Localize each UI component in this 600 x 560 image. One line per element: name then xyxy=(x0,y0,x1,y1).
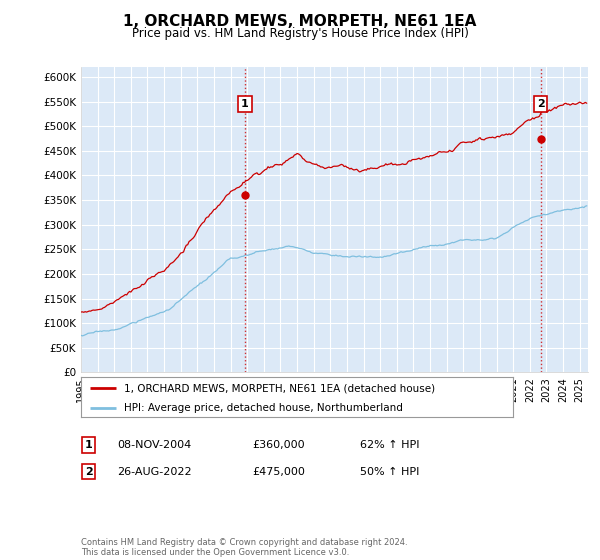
Text: 08-NOV-2004: 08-NOV-2004 xyxy=(117,440,191,450)
Text: 1: 1 xyxy=(241,99,249,109)
Text: 62% ↑ HPI: 62% ↑ HPI xyxy=(360,440,419,450)
Text: 1: 1 xyxy=(85,440,92,450)
Text: 1, ORCHARD MEWS, MORPETH, NE61 1EA: 1, ORCHARD MEWS, MORPETH, NE61 1EA xyxy=(124,14,476,29)
Text: Price paid vs. HM Land Registry's House Price Index (HPI): Price paid vs. HM Land Registry's House … xyxy=(131,27,469,40)
Text: 1, ORCHARD MEWS, MORPETH, NE61 1EA (detached house): 1, ORCHARD MEWS, MORPETH, NE61 1EA (deta… xyxy=(124,383,436,393)
Text: 2: 2 xyxy=(537,99,544,109)
Text: 2: 2 xyxy=(85,466,92,477)
Text: HPI: Average price, detached house, Northumberland: HPI: Average price, detached house, Nort… xyxy=(124,403,403,413)
Text: 26-AUG-2022: 26-AUG-2022 xyxy=(117,466,191,477)
Text: 50% ↑ HPI: 50% ↑ HPI xyxy=(360,466,419,477)
Text: £475,000: £475,000 xyxy=(252,466,305,477)
Text: Contains HM Land Registry data © Crown copyright and database right 2024.
This d: Contains HM Land Registry data © Crown c… xyxy=(81,538,407,557)
Text: £360,000: £360,000 xyxy=(252,440,305,450)
